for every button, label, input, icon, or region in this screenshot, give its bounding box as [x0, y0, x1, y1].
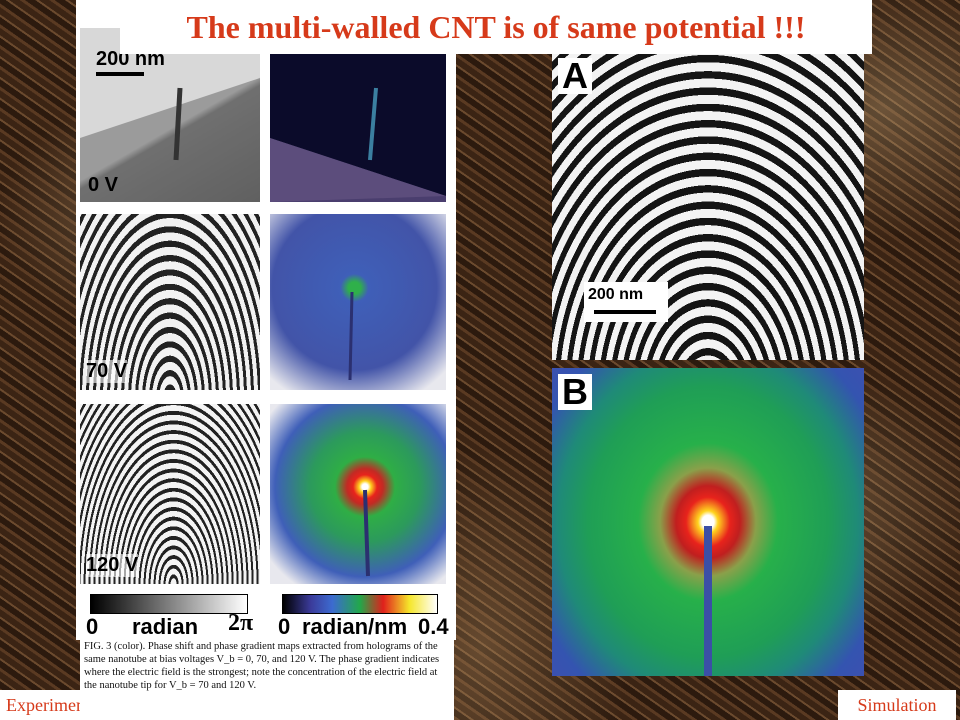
phase-gradient-0v [270, 28, 446, 202]
tem-image-0v: 200 nm 0 V [80, 28, 260, 202]
experiment-tag: Experiment [0, 690, 80, 720]
phase-gradient-70v [270, 214, 446, 390]
slide-title: The multi-walled CNT is of same potentia… [186, 9, 806, 45]
experiment-tag-text: Experiment [6, 695, 80, 715]
simulation-tag: Simulation [838, 690, 956, 720]
phase-shift-120v: 120 V [80, 404, 260, 584]
scale-bar-box [584, 282, 668, 322]
row-label-120v: 120 V [86, 554, 139, 577]
row-label-70v: 70 V [86, 360, 128, 383]
colorbar-phase-start: 0 [86, 614, 99, 639]
panel-a-label: A [558, 58, 592, 94]
simulation-scale-bar-label: 200 nm [588, 286, 644, 303]
colorbar-phase [90, 594, 248, 614]
colorbar-gradient [282, 594, 438, 614]
phase-shift-70v: 70 V [80, 214, 260, 390]
phase-gradient-120v [270, 404, 446, 584]
simulation-tag-text: Simulation [857, 695, 937, 715]
colorbar-phase-end: 2π [228, 610, 254, 636]
title-box: The multi-walled CNT is of same potentia… [120, 0, 872, 54]
panel-b-label: B [558, 374, 592, 410]
colorbar-gradient-end: 0.4 [418, 614, 449, 639]
colorbar-gradient-start: 0 [278, 614, 291, 639]
simulation-panel-a: A 200 nm [552, 52, 864, 360]
row-label-0v: 0 V [88, 174, 119, 196]
figure-caption: FIG. 3 (color). Phase shift and phase gr… [80, 638, 454, 720]
simulation-panel-b: B [552, 368, 864, 676]
scale-bar [594, 310, 656, 314]
colorbar-gradient-label: radian/nm [302, 614, 408, 639]
colorbar-phase-label: radian [132, 614, 199, 639]
